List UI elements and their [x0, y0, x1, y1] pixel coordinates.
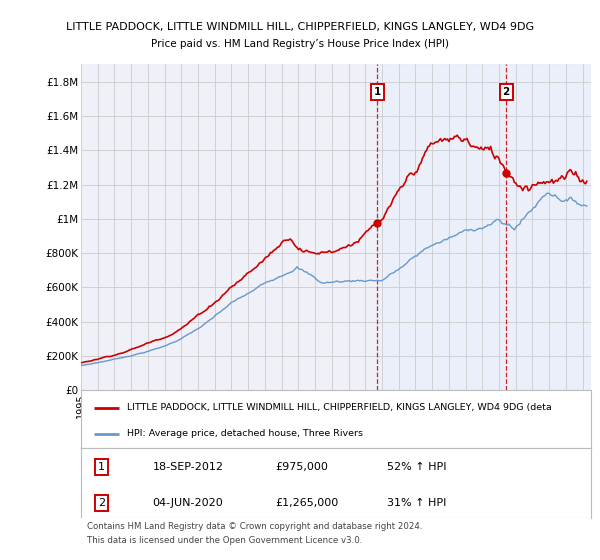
Text: LITTLE PADDOCK, LITTLE WINDMILL HILL, CHIPPERFIELD, KINGS LANGLEY, WD4 9DG: LITTLE PADDOCK, LITTLE WINDMILL HILL, CH… — [66, 22, 534, 32]
Text: HPI: Average price, detached house, Three Rivers: HPI: Average price, detached house, Thre… — [127, 430, 363, 438]
Text: 18-SEP-2012: 18-SEP-2012 — [152, 462, 223, 472]
Text: This data is licensed under the Open Government Licence v3.0.: This data is licensed under the Open Gov… — [87, 536, 362, 545]
Text: 2: 2 — [98, 498, 105, 508]
Text: £975,000: £975,000 — [275, 462, 328, 472]
Text: 04-JUN-2020: 04-JUN-2020 — [152, 498, 223, 508]
Text: 1: 1 — [98, 462, 105, 472]
Text: 1: 1 — [374, 87, 381, 97]
Text: 2: 2 — [503, 87, 510, 97]
Text: 52% ↑ HPI: 52% ↑ HPI — [387, 462, 446, 472]
Text: £1,265,000: £1,265,000 — [275, 498, 338, 508]
Text: LITTLE PADDOCK, LITTLE WINDMILL HILL, CHIPPERFIELD, KINGS LANGLEY, WD4 9DG (deta: LITTLE PADDOCK, LITTLE WINDMILL HILL, CH… — [127, 403, 551, 412]
Text: Contains HM Land Registry data © Crown copyright and database right 2024.: Contains HM Land Registry data © Crown c… — [87, 522, 422, 531]
Text: 31% ↑ HPI: 31% ↑ HPI — [387, 498, 446, 508]
Bar — [377, 64, 591, 390]
Text: Price paid vs. HM Land Registry’s House Price Index (HPI): Price paid vs. HM Land Registry’s House … — [151, 39, 449, 49]
